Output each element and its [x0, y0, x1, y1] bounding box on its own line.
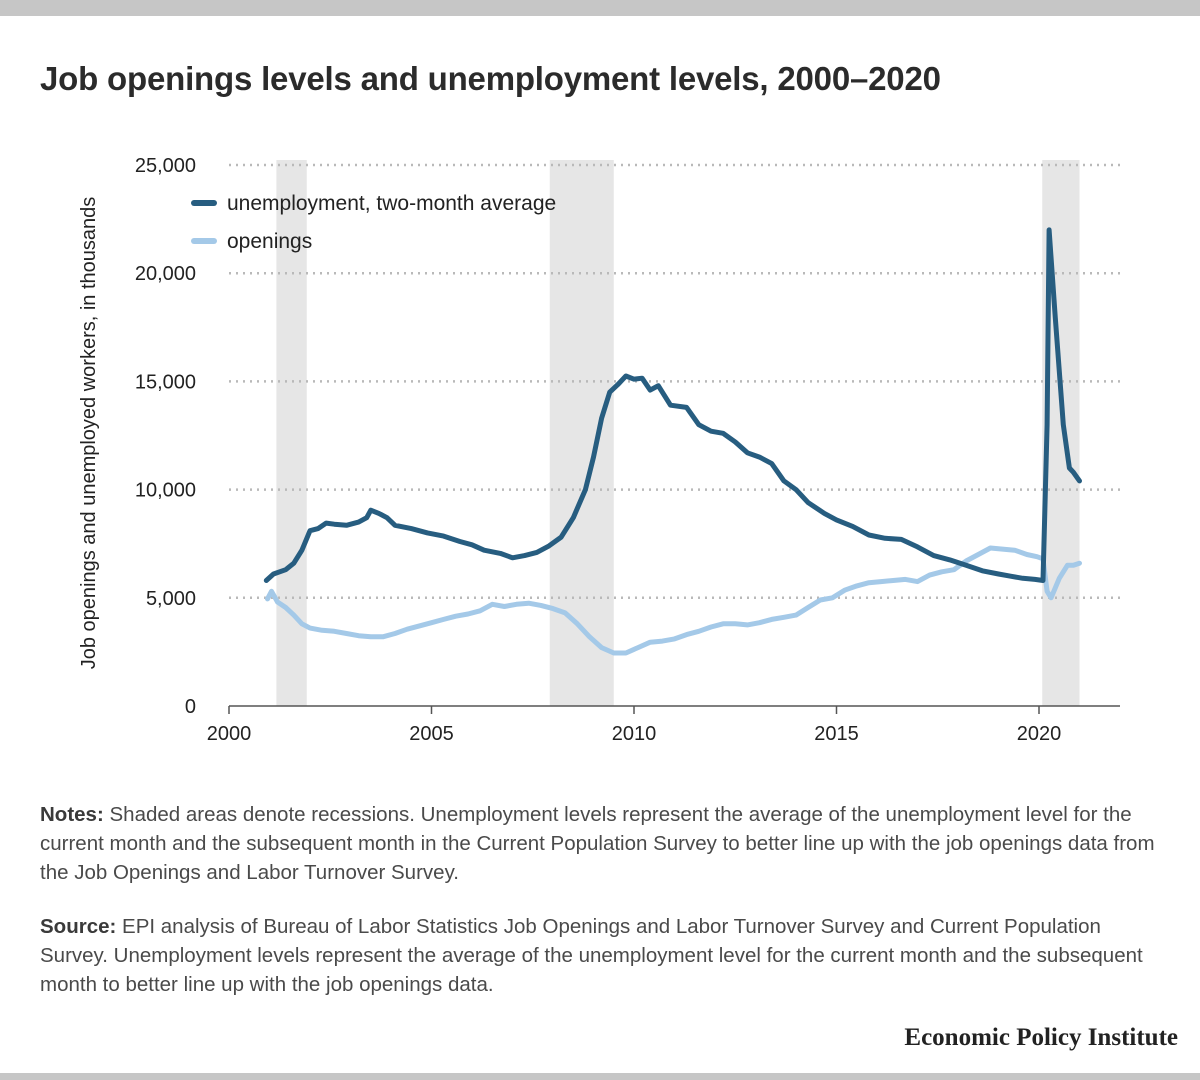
notes-label: Notes:: [40, 803, 104, 826]
y-tick-label: 5,000: [146, 588, 196, 610]
recession-band-2: [549, 160, 614, 706]
gridlines: [229, 163, 1120, 600]
x-tick-label: 2010: [612, 723, 657, 745]
bottom-border: [0, 1073, 1200, 1080]
source-label: Source:: [40, 915, 117, 938]
x-axis-ticks: 2000 2005 2010 2015 2020: [207, 706, 1062, 745]
notes-text: Shaded areas denote recessions. Unemploy…: [40, 803, 1155, 884]
y-tick-label: 0: [185, 696, 196, 718]
x-tick-label: 2020: [1017, 723, 1062, 745]
source-paragraph: Source: EPI analysis of Bureau of Labor …: [40, 912, 1170, 999]
series-lines: [263, 227, 1082, 656]
x-tick-label: 2005: [409, 723, 454, 745]
y-axis-ticks: 0 5,000 10,000 15,000 20,000 25,000: [135, 155, 196, 718]
y-tick-label: 10,000: [135, 480, 196, 502]
y-tick-label: 20,000: [135, 263, 196, 285]
publisher-logo: Economic Policy Institute: [904, 1024, 1178, 1051]
series-line-unemployment: [263, 227, 1082, 583]
notes-paragraph: Notes: Shaded areas denote recessions. U…: [40, 800, 1170, 887]
x-tick-label: 2000: [207, 723, 252, 745]
x-tick-label: 2015: [814, 723, 859, 745]
legend: unemployment, two-month average openings: [191, 192, 556, 253]
recession-shading: [276, 160, 1080, 706]
chart-title: Job openings levels and unemployment lev…: [40, 60, 941, 97]
top-border: [0, 0, 1200, 16]
y-tick-label: 25,000: [135, 155, 196, 177]
series-line-openings: [265, 545, 1082, 656]
source-text: EPI analysis of Bureau of Labor Statisti…: [40, 915, 1143, 996]
y-axis-title: Job openings and unemployed workers, in …: [78, 197, 100, 670]
legend-label: unemployment, two-month average: [227, 192, 556, 215]
legend-label: openings: [227, 230, 312, 253]
y-tick-label: 15,000: [135, 371, 196, 393]
